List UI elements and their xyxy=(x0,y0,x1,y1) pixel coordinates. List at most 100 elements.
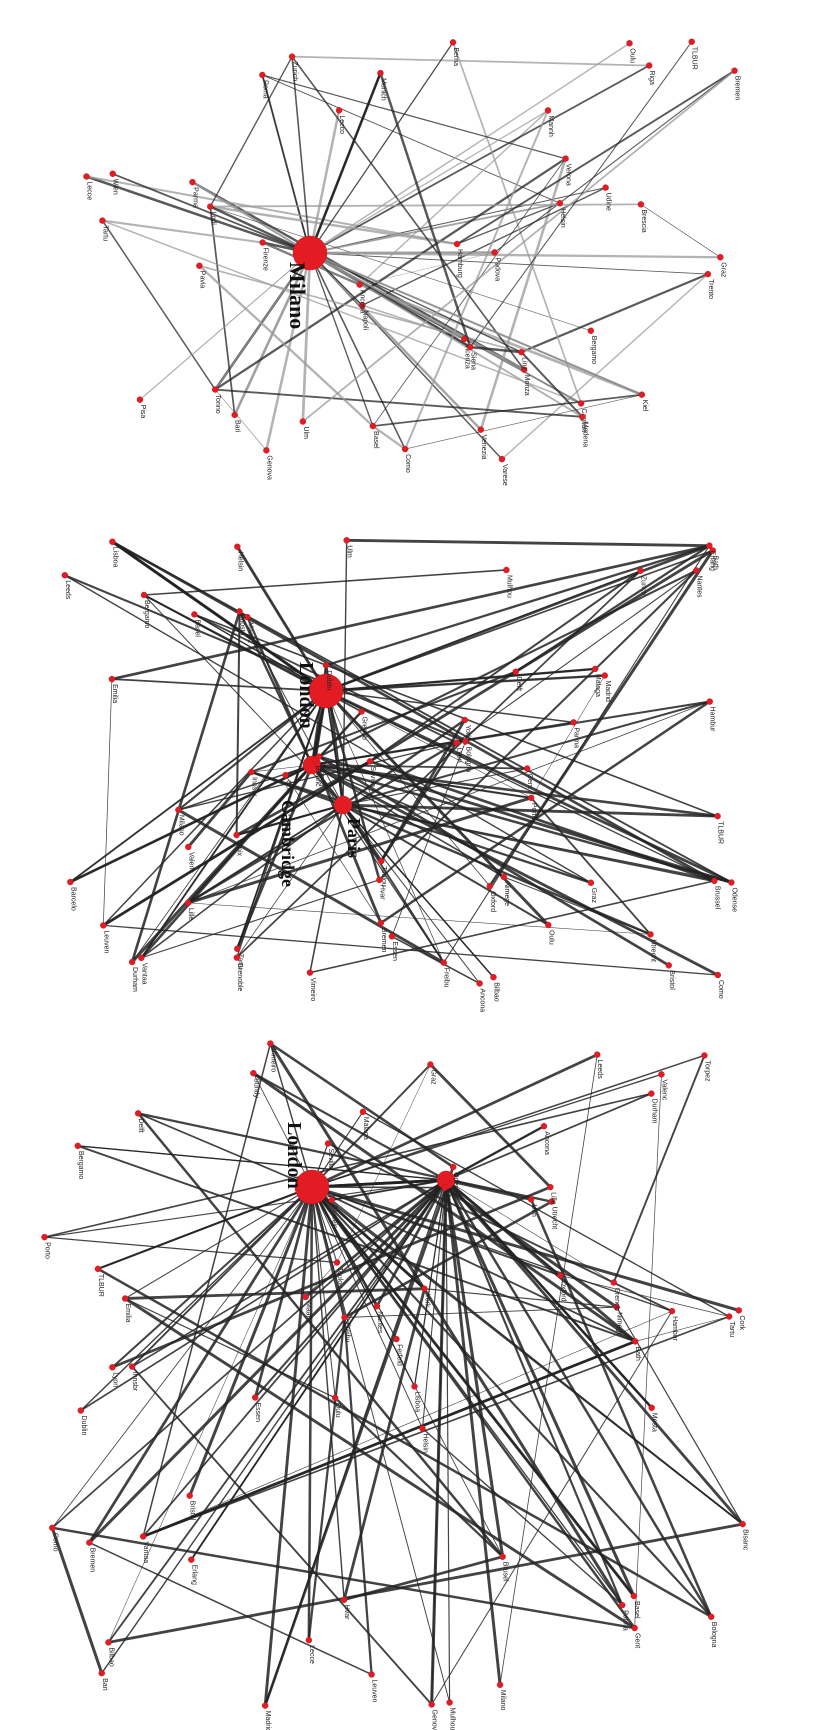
network-node xyxy=(540,1123,548,1130)
node-label: Grenob xyxy=(361,717,368,740)
network-edge xyxy=(80,1186,313,1412)
network-node xyxy=(302,1293,309,1301)
node-label: Napoli xyxy=(361,310,368,330)
node-label: Basel xyxy=(372,431,379,449)
network-node xyxy=(631,1624,638,1632)
network-edge xyxy=(124,1186,313,1300)
network-edge xyxy=(456,202,561,245)
network-node xyxy=(139,1533,147,1540)
network-node xyxy=(645,62,653,69)
network-edge xyxy=(324,689,733,884)
network-node xyxy=(619,1601,626,1609)
node-label: Leeds xyxy=(596,1060,603,1080)
node-label: Mosta xyxy=(239,616,246,635)
node-label: Tartu xyxy=(101,226,108,242)
network-node xyxy=(704,270,712,278)
edge-group xyxy=(43,1042,745,1708)
network-edge xyxy=(142,1315,731,1538)
node-label: Utrecht xyxy=(649,939,656,962)
network-node xyxy=(311,757,319,764)
node-label: Gent xyxy=(634,1633,641,1648)
network-edge xyxy=(310,763,733,884)
network-edge xyxy=(140,690,327,959)
network-edge xyxy=(343,1316,373,1676)
node-label: Odense xyxy=(730,887,737,912)
node-label: Essen xyxy=(254,1403,261,1423)
node-label: Barcelo xyxy=(69,887,76,911)
network-edge xyxy=(444,1178,653,1409)
network-edge xyxy=(444,1178,502,1687)
network-edge xyxy=(269,1042,313,1188)
node-label: Nimege xyxy=(503,882,510,906)
node-label: Lodi xyxy=(209,212,216,226)
network-edge xyxy=(325,668,596,692)
network-edge xyxy=(612,1054,706,1284)
network-node xyxy=(343,537,350,544)
node-label: Como xyxy=(404,454,411,473)
network-edge xyxy=(214,389,267,451)
network-node xyxy=(377,919,385,927)
node-label: Helsin xyxy=(559,208,566,228)
network-edge xyxy=(111,1185,552,1369)
node-label: Bergamo xyxy=(143,600,150,629)
network-node xyxy=(610,1279,617,1286)
network-edge xyxy=(209,205,312,255)
network-panel-top: Varese Roma Torino Parma Udine Venezia Trento F… xyxy=(83,38,741,486)
network-node xyxy=(499,1553,506,1560)
network-edge xyxy=(343,1200,553,1319)
node-label: Maanz xyxy=(246,622,253,644)
network-edge xyxy=(313,759,383,925)
network-edge xyxy=(214,388,584,418)
network-edge xyxy=(310,1185,379,1308)
network-edge xyxy=(501,273,709,460)
network-edge xyxy=(236,690,327,959)
network-edge xyxy=(421,1427,623,1606)
network-node xyxy=(128,1363,136,1370)
node-label: Roma xyxy=(261,80,268,99)
network-node xyxy=(577,400,585,407)
node-label: Mulhou xyxy=(449,1707,456,1730)
hub-label: Paris xyxy=(344,818,364,858)
node-label: Malaga xyxy=(594,674,601,697)
network-edge xyxy=(102,678,113,926)
node-label: Emilia xyxy=(111,684,118,703)
network-edge xyxy=(309,41,454,254)
network-edge xyxy=(177,742,458,811)
network-edge xyxy=(404,394,643,450)
network-node xyxy=(728,879,735,886)
node-label: Brescia xyxy=(640,209,647,232)
network-node xyxy=(440,959,447,966)
node-label: Genova xyxy=(318,762,325,787)
network-edge xyxy=(345,538,711,548)
network-edge xyxy=(268,1042,624,1607)
network-edge xyxy=(445,1179,615,1283)
network-edge xyxy=(239,610,344,806)
network-edge xyxy=(520,351,584,418)
node-label: Hvar xyxy=(343,1605,350,1620)
node-label: Venezia xyxy=(480,435,487,460)
network-edge xyxy=(107,1522,745,1644)
network-edge xyxy=(310,763,719,818)
network-edge xyxy=(391,935,481,985)
network-edge xyxy=(291,55,525,371)
network-node xyxy=(236,608,243,615)
network-edge xyxy=(108,1186,313,1643)
network-node xyxy=(711,877,718,885)
node-label: Mannh xyxy=(547,115,554,137)
node-label: Lisboa xyxy=(414,1391,421,1412)
network-edge xyxy=(209,55,293,208)
network-edge xyxy=(263,1185,314,1708)
network-panel-bottom: Vimeiro Ancona Tartu Oulu Helsin Innsbr Bergam… xyxy=(41,1040,749,1730)
node-label: Ulm xyxy=(302,427,309,440)
network-node xyxy=(99,217,106,224)
network-edge xyxy=(51,1186,313,1529)
node-label: Bremen xyxy=(88,1548,95,1573)
node-label: Lille xyxy=(187,908,194,921)
network-edge xyxy=(310,1185,741,1312)
node-label: Toulou xyxy=(336,1267,343,1288)
network-edge xyxy=(341,803,550,926)
node-label: Ancona xyxy=(359,290,366,314)
network-node xyxy=(461,716,468,724)
node-label: Bologna xyxy=(710,1622,717,1648)
